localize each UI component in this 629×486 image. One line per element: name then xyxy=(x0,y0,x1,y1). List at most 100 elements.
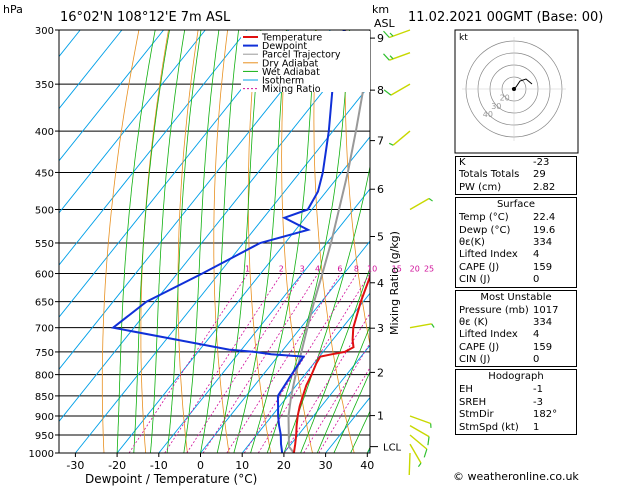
mixing-ratio-label-10: 10 xyxy=(367,265,377,274)
wind-barb-320 xyxy=(383,52,411,61)
temp-label-30: 30 xyxy=(319,459,333,472)
most-unstable-row: CAPE (J) 159 xyxy=(456,342,576,354)
wet-adiabat--12 xyxy=(150,30,186,453)
wet-adiabat-24 xyxy=(300,266,370,453)
pressure-label-300: 300 xyxy=(35,26,54,37)
mixing-ratio-line-10 xyxy=(257,273,370,453)
wet-adiabat-0 xyxy=(200,30,239,453)
wind-barb-350 xyxy=(383,83,411,96)
isotherm-20 xyxy=(283,344,370,453)
temp-label--10: -10 xyxy=(150,459,168,472)
indices-row: K -23 xyxy=(456,157,576,169)
pressure-label-600: 600 xyxy=(35,270,54,281)
mixing-ratio-axis-title: Mixing Ratio (g/kg) xyxy=(388,231,401,335)
wind-barb-half-975 xyxy=(417,462,422,468)
mixing-ratio-label-8: 8 xyxy=(354,265,359,274)
lcl-label: LCL xyxy=(383,443,402,454)
wet-adiabat-28 xyxy=(316,325,370,453)
hodograph-storm-motion xyxy=(512,87,516,91)
mixing-ratio-line-4 xyxy=(202,273,319,453)
credit-text: © weatheronline.co.uk xyxy=(453,470,579,483)
asl-unit-label: ASL xyxy=(374,17,396,30)
wind-barb-staff-1000 xyxy=(408,452,411,476)
plot-frame xyxy=(58,29,371,454)
surface-value: 4 xyxy=(533,249,540,261)
mixing-ratio-label-6: 6 xyxy=(337,265,342,274)
wind-barb-half-300 xyxy=(389,32,394,37)
hodograph-table-label: EH xyxy=(459,384,473,396)
wind-barb-flag-350-0 xyxy=(383,89,392,96)
pressure-label-650: 650 xyxy=(35,298,54,309)
surface-label: CIN (J) xyxy=(459,274,491,286)
most-unstable-row: CIN (J) 0 xyxy=(456,354,576,366)
indices-value: 29 xyxy=(533,169,546,181)
hodograph-ring-label-40: 40 xyxy=(483,110,493,119)
wind-barb-staff-900 xyxy=(409,415,431,425)
wind-barb-400 xyxy=(388,130,411,146)
x-axis-title: Dewpoint / Temperature (°C) xyxy=(85,472,257,486)
most-unstable-row: Pressure (mb) 1017 xyxy=(456,305,576,317)
indices-label: K xyxy=(459,157,466,168)
surface-box: Surface Temp (°C) 22.4 Dewp (°C) 19.6 θε(K) 3… xyxy=(455,197,577,288)
isotherm--40 xyxy=(59,31,370,423)
surface-title: Surface xyxy=(496,199,536,211)
hodograph-title: Hodograph xyxy=(488,371,544,383)
km-label-7: 7 xyxy=(377,135,384,148)
wet-adiabat-4 xyxy=(216,30,262,453)
km-label-3: 3 xyxy=(377,322,384,335)
dry-adiabat-280 xyxy=(213,30,230,453)
isotherm--100 xyxy=(59,30,123,110)
wet-adiabat-12 xyxy=(250,30,317,453)
temp-label-0: 0 xyxy=(197,459,204,472)
legend-label-1: Dewpoint xyxy=(262,41,307,52)
km-label-5: 5 xyxy=(377,231,384,244)
surface-label: Lifted Index xyxy=(459,249,518,261)
indices-label: Totals Totals xyxy=(459,169,520,181)
wind-barb-925 xyxy=(409,425,430,446)
wind-barb-flag-300-0 xyxy=(383,30,390,38)
mixing-ratio-label-25: 25 xyxy=(424,265,434,274)
mixing-ratio-label-15: 15 xyxy=(392,265,402,274)
dewpoint-line xyxy=(110,30,346,453)
km-label-9: 9 xyxy=(377,32,384,45)
wet-adiabat-16 xyxy=(266,30,351,453)
mixing-ratio-label-3: 3 xyxy=(300,265,305,274)
most-unstable-label: θε (K) xyxy=(459,316,489,328)
wet-adiabat--16 xyxy=(133,30,170,453)
hodograph-ring-label-30: 30 xyxy=(491,102,501,111)
mixing-ratio-label-20: 20 xyxy=(410,265,420,274)
surface-label: CAPE (J) xyxy=(459,261,500,273)
most-unstable-label: CAPE (J) xyxy=(459,341,500,353)
wind-barb-flag-925-0 xyxy=(427,436,430,446)
dry-adiabat-260 xyxy=(140,30,169,453)
hodograph-table-label: StmSpd (kt) xyxy=(459,421,519,433)
mixing-ratio-line-1 xyxy=(128,273,249,453)
indices-value: -23 xyxy=(533,157,550,168)
mixing-ratio-line-3 xyxy=(186,273,303,453)
hodograph-table-value: -3 xyxy=(533,396,543,408)
most-unstable-value: 159 xyxy=(533,341,553,353)
legend-label-6: Mixing Ratio xyxy=(262,84,321,95)
surface-row: CIN (J) 0 xyxy=(456,274,576,286)
mixing-ratio-label-2: 2 xyxy=(279,265,284,274)
most-unstable-label: Pressure (mb) xyxy=(459,304,529,316)
most-unstable-value: 1017 xyxy=(533,304,559,316)
hodograph-table-value: 1 xyxy=(533,421,540,433)
pressure-label-550: 550 xyxy=(35,239,54,250)
isotherm-10 xyxy=(241,292,370,453)
km-label-2: 2 xyxy=(377,366,384,379)
wind-barb-900 xyxy=(409,415,432,428)
isotherm--90 xyxy=(59,30,164,162)
legend-label-4: Wet Adiabat xyxy=(262,67,320,78)
wind-barb-staff-300 xyxy=(389,29,411,39)
km-label-6: 6 xyxy=(377,183,384,196)
surface-row: Dewp (°C) 19.6 xyxy=(456,225,576,237)
surface-value: 159 xyxy=(533,261,553,273)
isotherm--10 xyxy=(158,188,370,453)
wind-barb-staff-500 xyxy=(409,197,430,211)
indices-value: 2.82 xyxy=(533,181,556,193)
wind-barb-half-400 xyxy=(388,142,394,146)
surface-row: Temp (°C) 22.4 xyxy=(456,212,576,224)
dry-adiabat-410 xyxy=(612,30,629,453)
indices-row: PW (cm) 2.82 xyxy=(456,182,576,194)
